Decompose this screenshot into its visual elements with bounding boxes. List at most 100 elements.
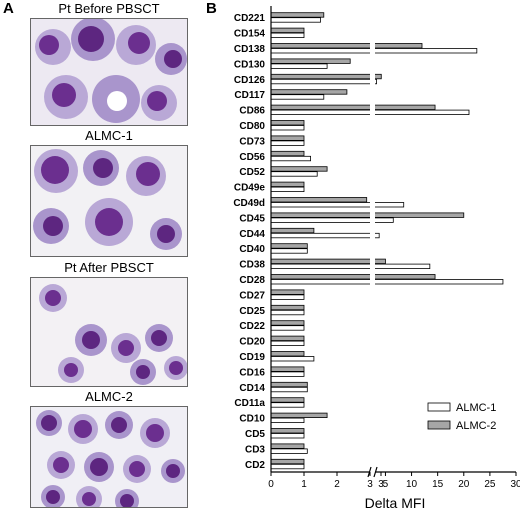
bar-almc-1 [270,232,380,239]
category-label: CD19 [239,352,265,363]
category-label: CD38 [239,260,265,271]
bar-almc-2 [270,58,351,64]
x-tick-label: 2 [334,479,340,490]
category-label: CD52 [239,167,265,178]
bar-almc-1 [270,125,305,131]
bar-almc-2 [270,166,328,172]
bar-break-gap [370,263,375,270]
x-tick-label: 30 [510,479,520,490]
x-tick-label: 3 [378,479,384,490]
bar-almc-2 [270,120,305,126]
category-label: CD80 [239,121,265,132]
x-axis-title: Delta MFI [365,495,426,511]
bar-almc-2 [270,351,305,357]
legend-label: ALMC-2 [456,420,496,432]
cell-image [31,278,187,386]
category-label: CD14 [239,383,265,394]
bar-almc-1 [270,279,504,285]
bar-almc-1 [270,463,305,470]
legend-label: ALMC-1 [456,402,496,414]
caption-almc1: ALMC-1 [85,128,133,143]
bar-almc-2 [270,73,382,80]
x-tick-label: 0 [268,479,274,490]
bar-almc-1 [270,202,405,208]
x-tick-label: 25 [484,479,496,490]
bar-almc-1 [270,325,305,331]
bar-almc-1 [270,155,311,162]
bar-break-gap [370,42,375,49]
bar-almc-1 [270,448,308,454]
bar-almc-2 [270,258,386,265]
category-label: CD154 [234,29,266,40]
category-label: CD11a [234,398,265,409]
bar-almc-1 [270,248,308,254]
bar-almc-2 [270,428,305,434]
x-tick-label: 1 [301,479,307,490]
bar-break-gap [370,47,375,54]
bar-almc-1 [270,433,305,439]
category-label: CD40 [239,244,265,255]
x-tick-label: 10 [406,479,418,490]
bar-almc-1 [270,309,305,316]
bar-almc-2 [270,304,305,311]
bar-almc-1 [270,171,318,177]
bar-almc-2 [270,381,308,388]
bar-almc-2 [270,43,423,49]
bar-almc-2 [270,412,328,419]
bar-almc-1 [270,386,308,393]
bar-break-gap [370,201,375,208]
bar-almc-1 [270,186,305,193]
category-label: CD28 [239,275,265,286]
cell-image [31,407,187,507]
caption-pt-before: Pt Before PBSCT [58,1,160,16]
category-label: CD10 [239,414,265,425]
bar-almc-2 [270,212,465,218]
caption-pt-after: Pt After PBSCT [64,260,154,275]
bar-break-gap [370,216,375,224]
bar-break-gap [370,78,375,85]
bar-almc-2 [270,27,305,34]
bar-almc-1 [270,32,305,38]
micrograph-pt-before [30,18,188,126]
cell-image [31,19,187,125]
bar-almc-1 [270,402,305,408]
axis-break-mark [373,466,378,478]
category-label: CD221 [234,13,266,24]
x-tick-label: 20 [458,479,470,490]
category-label: CD73 [239,136,265,147]
bar-almc-1 [270,78,377,85]
category-label: CD138 [234,44,266,55]
caption-almc2: ALMC-2 [85,389,133,404]
bar-almc-2 [270,150,305,157]
category-label: CD49e [234,183,266,194]
category-label: CD3 [245,444,265,455]
bar-almc-2 [270,335,305,342]
bar-break-gap [370,211,375,219]
bar-break-gap [370,109,375,116]
bar-almc-2 [270,366,305,372]
category-label: CD86 [239,106,265,117]
category-label: CD126 [234,75,266,86]
legend-swatch-almc-2 [427,420,451,430]
bar-almc-2 [270,243,308,249]
category-label: CD5 [245,429,265,440]
bar-almc-2 [270,397,305,403]
category-label: CD130 [234,59,266,70]
panel-a-letter: A [3,0,14,17]
category-label: CD27 [239,290,265,301]
category-label: CD22 [239,321,265,332]
category-label: CD44 [239,229,265,240]
category-label: CD49d [233,198,265,209]
bar-almc-2 [270,104,436,110]
micrograph-almc2 [30,406,188,508]
bar-almc-1 [270,356,315,362]
category-label: CD20 [239,337,265,348]
bar-almc-1 [270,17,321,23]
category-label: CD117 [234,90,265,101]
bar-break-gap [370,73,375,80]
panel-b-letter: B [206,0,217,17]
x-tick-label: 5 [383,479,389,490]
bar-break-gap [370,232,375,239]
cell-image [31,146,187,256]
